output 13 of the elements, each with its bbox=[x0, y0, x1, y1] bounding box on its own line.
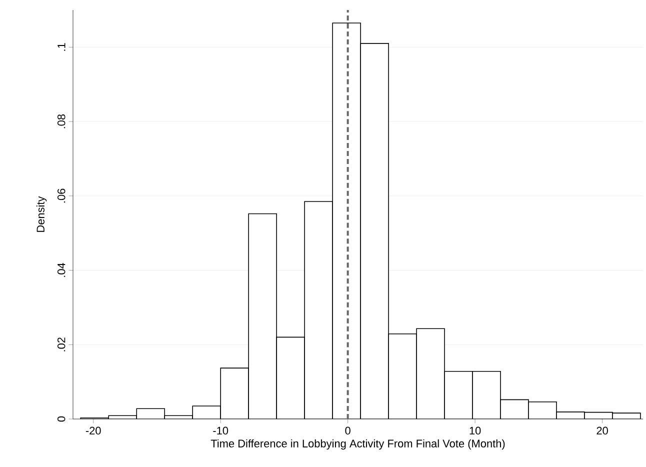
x-tick-label: -20 bbox=[86, 426, 101, 435]
y-tick-label: .1 bbox=[58, 43, 66, 51]
y-tick-label: .08 bbox=[57, 114, 66, 128]
x-axis-title: Time Difference in Lobbying Activity From Final Vote (Month) bbox=[210, 439, 505, 450]
y-tick-label: 0 bbox=[57, 416, 66, 422]
y-tick-label: .06 bbox=[57, 188, 66, 203]
x-tick-label: 10 bbox=[470, 426, 481, 435]
x-tick-label: 0 bbox=[345, 426, 350, 435]
x-tick-label: -10 bbox=[213, 426, 228, 435]
y-axis-title: Density bbox=[36, 196, 47, 232]
y-tick-label: .04 bbox=[57, 262, 66, 277]
x-tick-label: 20 bbox=[596, 426, 608, 435]
y-tick-label: .02 bbox=[57, 338, 66, 352]
